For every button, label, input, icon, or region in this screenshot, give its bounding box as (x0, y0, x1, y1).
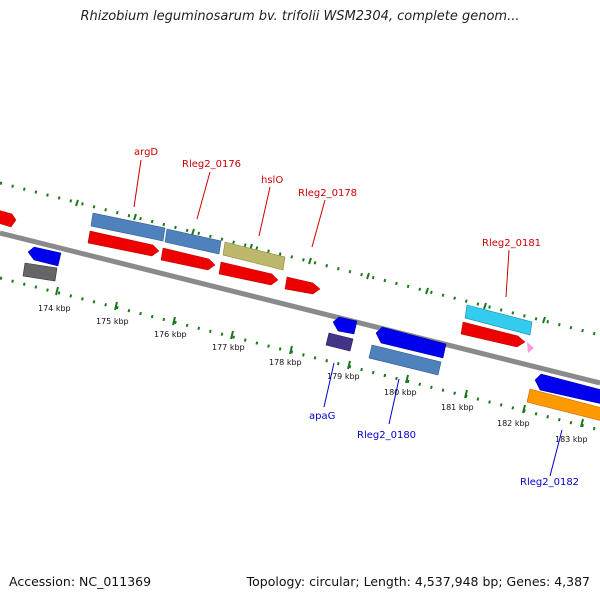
gene-label-rleg2-0181: Rleg2_0181 (482, 238, 541, 249)
outer-tick-rail (0, 181, 600, 337)
cds-arrow (284, 276, 321, 295)
kbp-label: 178 kbp (269, 358, 302, 367)
cds-arrow (160, 247, 216, 271)
kbp-label: 181 kbp (441, 403, 474, 412)
small-feature (527, 342, 534, 353)
plus-gene-labels[interactable]: argD Rleg2_0176 hslO Rleg2_0178 Rleg2_01… (133, 147, 541, 298)
gene-bar (526, 388, 600, 421)
plus-gene-features[interactable] (90, 212, 534, 353)
gene-bar (368, 344, 442, 376)
cds-arrow (375, 326, 447, 359)
cds-arrow (27, 246, 62, 267)
gene-bar (22, 262, 58, 282)
genome-backbone (0, 230, 600, 386)
outer-major-ticks (75, 199, 546, 324)
minus-gene-features[interactable] (22, 262, 600, 421)
cds-arrow (460, 321, 526, 348)
kbp-axis-labels: 174 kbp 175 kbp 176 kbp 177 kbp 178 kbp … (38, 304, 588, 444)
kbp-label: 180 kbp (384, 388, 417, 397)
minus-gene-labels[interactable]: apaG Rleg2_0180 Rleg2_0182 (309, 362, 579, 488)
kbp-label: 175 kbp (96, 317, 129, 326)
kbp-label: 177 kbp (212, 343, 245, 352)
gene-bar (222, 241, 286, 271)
cds-arrow (0, 210, 17, 228)
inner-tick-rail (0, 276, 600, 432)
gene-label-apaG: apaG (309, 411, 335, 422)
kbp-label: 179 kbp (327, 372, 360, 381)
gene-label-rleg2-0182: Rleg2_0182 (520, 477, 579, 488)
gene-label-hslO: hslO (261, 175, 283, 186)
kbp-label: 182 kbp (497, 419, 530, 428)
gene-label-rleg2-0176: Rleg2_0176 (182, 159, 241, 170)
cds-arrow (534, 373, 600, 404)
gene-label-rleg2-0180: Rleg2_0180 (357, 430, 416, 441)
gene-bar (164, 228, 222, 255)
gene-bar (464, 304, 533, 336)
plus-cds-features[interactable] (0, 210, 526, 348)
cds-arrow (218, 261, 279, 286)
gene-label-rleg2-0178: Rleg2_0178 (298, 188, 357, 199)
kbp-label: 183 kbp (555, 435, 588, 444)
accession-text: Accession: NC_011369 (9, 574, 152, 589)
gene-bar (325, 332, 354, 352)
minus-cds-features[interactable] (27, 246, 600, 404)
genome-summary-text: Topology: circular; Length: 4,537,948 bp… (246, 574, 590, 589)
kbp-label: 176 kbp (154, 330, 187, 339)
gene-bar (90, 212, 166, 242)
map-title: Rhizobium leguminosarum bv. trifolii WSM… (80, 9, 520, 24)
cds-arrow (87, 230, 160, 257)
inner-major-ticks (55, 286, 584, 428)
cds-arrow (332, 316, 358, 335)
kbp-label: 174 kbp (38, 304, 71, 313)
gene-label-argD: argD (134, 147, 158, 158)
